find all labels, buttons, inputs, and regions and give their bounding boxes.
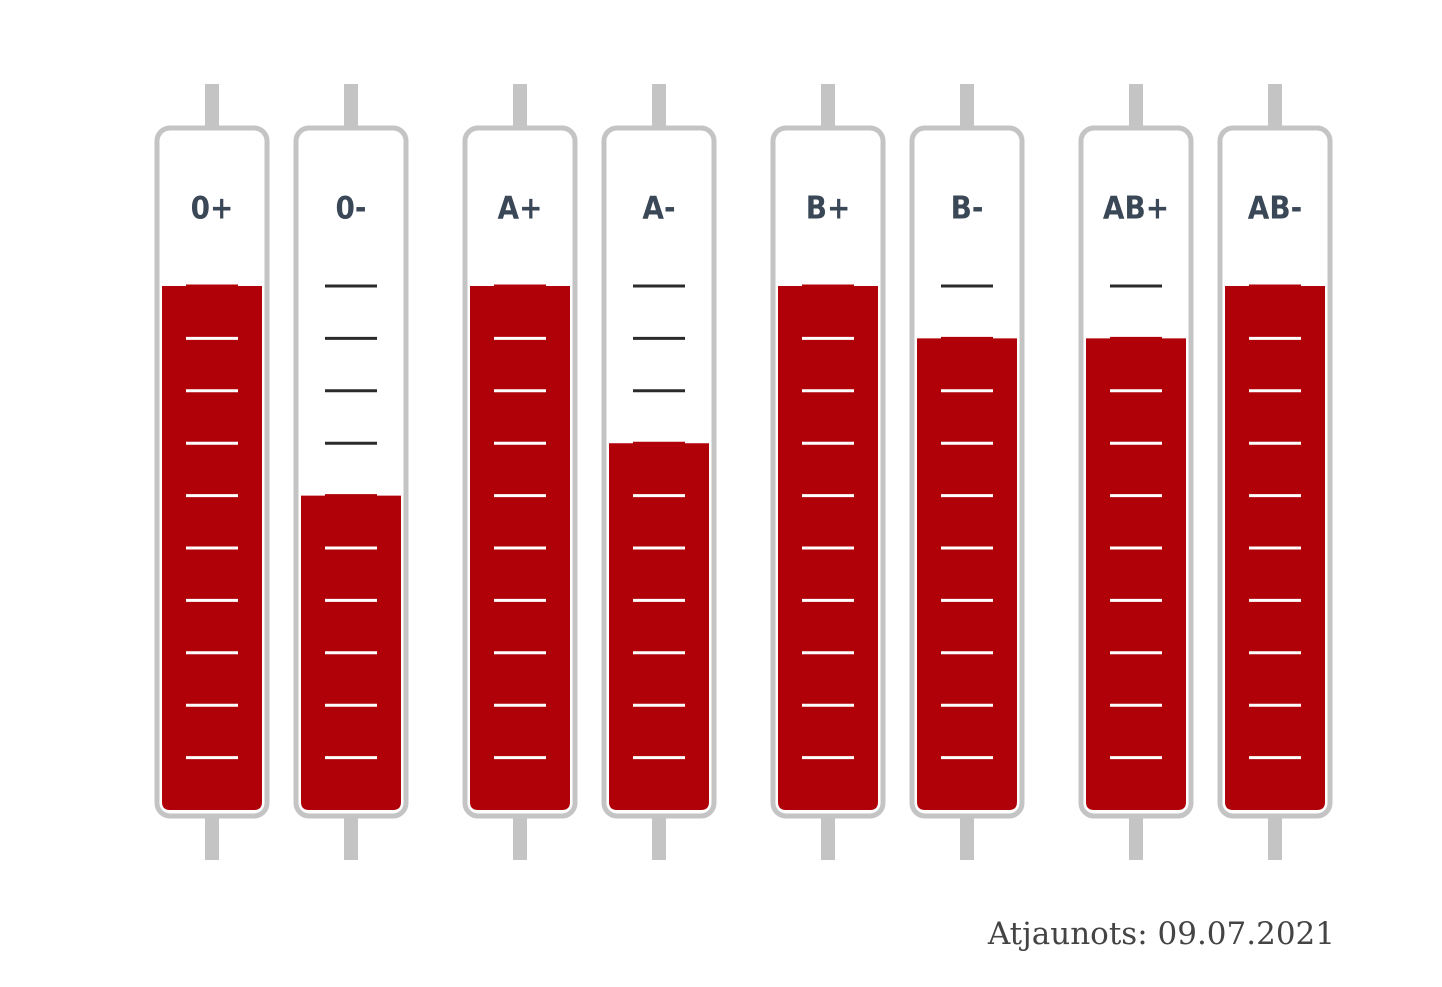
connector — [513, 84, 527, 130]
connector — [960, 84, 974, 130]
blood-type-label: A+ — [498, 191, 543, 227]
connector — [205, 84, 219, 130]
connector — [205, 814, 219, 860]
connector — [1129, 84, 1143, 130]
blood-type-label: 0- — [336, 191, 367, 227]
fill-level — [609, 443, 709, 810]
connector — [1268, 84, 1282, 130]
connector — [821, 84, 835, 130]
blood-type-label: B+ — [806, 191, 851, 227]
connector — [344, 84, 358, 130]
updated-note: Atjaunots: 09.07.2021 — [987, 916, 1335, 952]
connector — [960, 814, 974, 860]
connector — [652, 84, 666, 130]
connector — [1129, 814, 1143, 860]
fill-level — [917, 338, 1017, 810]
connector — [344, 814, 358, 860]
connector — [513, 814, 527, 860]
blood-type-label: 0+ — [191, 191, 234, 227]
connector — [1268, 814, 1282, 860]
fill-level — [1086, 338, 1186, 810]
blood-type-label: B- — [951, 191, 984, 227]
blood-type-label: A- — [642, 191, 675, 227]
connector — [652, 814, 666, 860]
blood-type-label: AB+ — [1103, 191, 1169, 227]
blood-type-label: AB- — [1248, 191, 1302, 227]
connector — [821, 814, 835, 860]
